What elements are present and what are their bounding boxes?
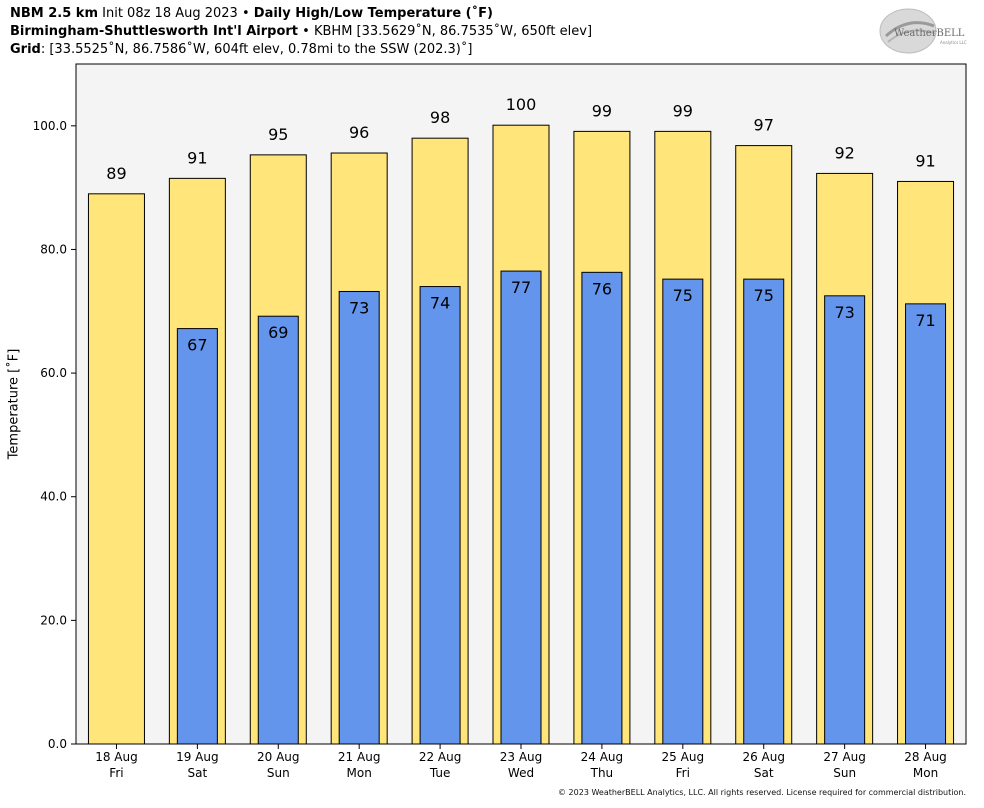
high-temp-label: 89 (106, 164, 126, 183)
product-name: Daily High/Low Temperature (˚F) (253, 6, 493, 21)
weatherbell-logo: WeatherBELL Analytics LLC (879, 8, 967, 54)
header-line-1: NBM 2.5 km Init 08z 18 Aug 2023 • Daily … (10, 6, 493, 22)
low-temp-bar (662, 278, 704, 745)
x-tick-label-date: 20 Aug (257, 750, 300, 764)
low-temp-bar (419, 286, 461, 745)
y-tick-label: 20.0 (40, 613, 67, 627)
low-temp-label: 71 (915, 311, 935, 330)
high-temp-label: 97 (754, 116, 774, 135)
grid-detail: : [33.5525˚N, 86.7586˚W, 604ft elev, 0.7… (40, 42, 473, 57)
grid-label: Grid (10, 42, 41, 57)
low-temp-label: 73 (834, 303, 854, 322)
low-temp-bar (905, 303, 947, 745)
x-tick-label-date: 22 Aug (419, 750, 462, 764)
x-tick-label-date: 21 Aug (338, 750, 381, 764)
low-temp-label: 73 (349, 298, 369, 317)
x-tick-label-day: Mon (347, 766, 372, 780)
high-temp-label: 98 (430, 108, 450, 127)
low-temp-label: 74 (430, 294, 450, 313)
y-tick-label: 100.0 (33, 119, 67, 133)
high-temp-label: 99 (592, 101, 612, 120)
y-tick-label: 0.0 (48, 737, 67, 751)
logo-text: WeatherBELL (894, 28, 965, 39)
header-line-2: Birmingham-Shuttlesworth Int'l Airport •… (10, 24, 592, 40)
low-temp-label: 75 (754, 286, 774, 305)
low-temp-bar (338, 290, 380, 745)
station-name: Birmingham-Shuttlesworth Int'l Airport (10, 24, 299, 39)
x-tick-label-date: 25 Aug (662, 750, 705, 764)
y-axis-label: Temperature [˚F] (6, 348, 22, 460)
station-detail: KBHM [33.5629˚N, 86.7535˚W, 650ft elev] (313, 24, 593, 39)
low-temp-bar (257, 315, 299, 745)
x-tick-label-date: 28 Aug (904, 750, 947, 764)
high-temp-label: 91 (915, 151, 935, 170)
x-tick-label-day: Sun (267, 766, 290, 780)
low-temp-bar (824, 295, 866, 745)
y-tick-label: 60.0 (40, 366, 67, 380)
low-temp-label: 67 (187, 336, 207, 355)
high-temp-label: 95 (268, 125, 288, 144)
x-tick-label-date: 19 Aug (176, 750, 219, 764)
x-tick-label-date: 23 Aug (500, 750, 543, 764)
y-tick-label: 40.0 (40, 490, 67, 504)
x-tick-label-day: Sat (754, 766, 774, 780)
high-temp-label: 92 (834, 143, 854, 162)
x-tick-label-day: Sat (188, 766, 208, 780)
separator: • (241, 6, 250, 21)
high-temp-bar (87, 193, 145, 745)
high-temp-label: 91 (187, 148, 207, 167)
x-tick-label-date: 18 Aug (95, 750, 138, 764)
low-temp-label: 76 (592, 279, 612, 298)
x-tick-label-day: Wed (508, 766, 534, 780)
low-temp-bar (743, 278, 785, 745)
x-tick-label-day: Fri (109, 766, 123, 780)
x-tick-label-date: 26 Aug (742, 750, 785, 764)
x-tick-label-day: Mon (913, 766, 938, 780)
x-tick-label-day: Tue (429, 766, 451, 780)
x-tick-label-day: Thu (590, 766, 614, 780)
separator: • (302, 24, 310, 39)
model-name: NBM 2.5 km (10, 6, 98, 21)
low-temp-bar (581, 271, 623, 745)
high-temp-label: 99 (673, 101, 693, 120)
low-temp-label: 75 (673, 286, 693, 305)
x-tick-label-day: Fri (676, 766, 690, 780)
y-tick-label: 80.0 (40, 242, 67, 256)
logo-subtext: Analytics LLC (940, 40, 967, 45)
low-temp-bar (500, 270, 542, 745)
header-line-3: Grid: [33.5525˚N, 86.7586˚W, 604ft elev,… (10, 42, 472, 58)
low-temp-label: 69 (268, 323, 288, 342)
high-temp-label: 96 (349, 123, 369, 142)
low-temp-label: 77 (511, 278, 531, 297)
x-tick-label-day: Sun (833, 766, 856, 780)
high-temp-label: 100 (506, 95, 537, 114)
init-time: Init 08z 18 Aug 2023 (102, 6, 238, 21)
x-tick-label-date: 24 Aug (581, 750, 624, 764)
low-temp-bar (176, 328, 218, 745)
x-tick-label-date: 27 Aug (823, 750, 866, 764)
copyright-notice: © 2023 WeatherBELL Analytics, LLC. All r… (558, 788, 966, 797)
